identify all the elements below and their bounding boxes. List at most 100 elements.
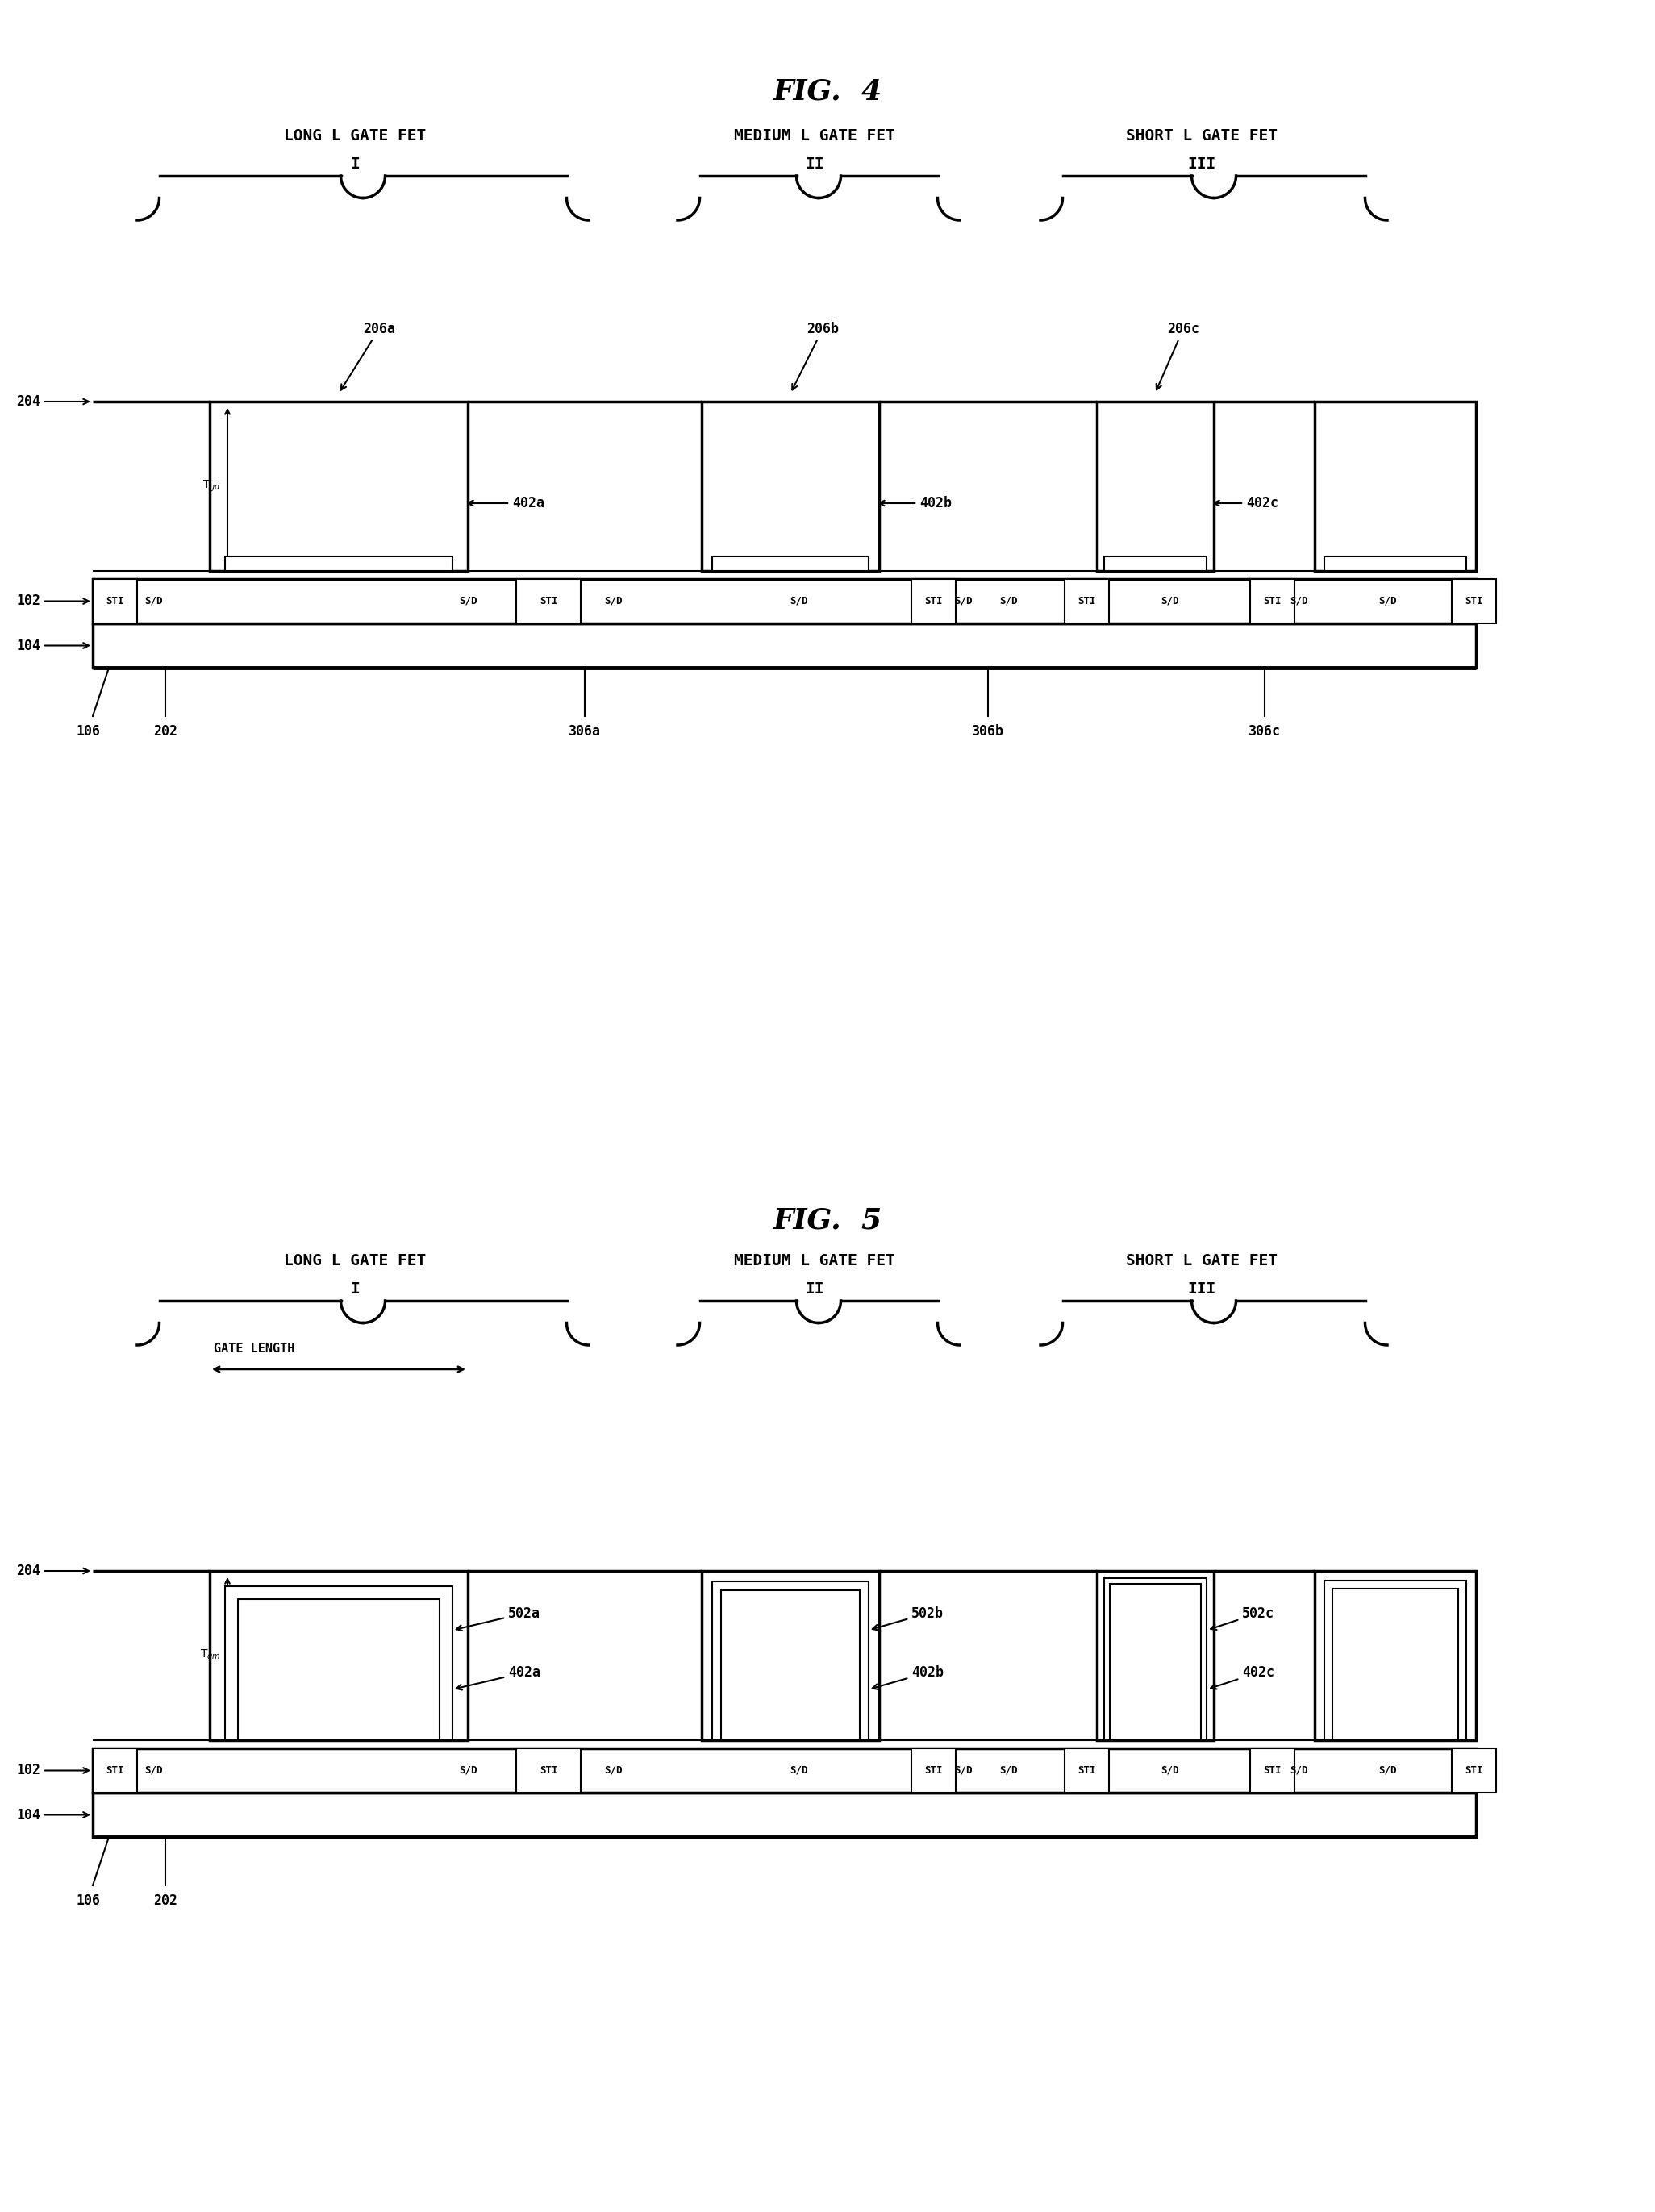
Text: III: III bbox=[1188, 157, 1216, 173]
Text: SHORT L GATE FET: SHORT L GATE FET bbox=[1125, 1254, 1278, 1267]
Text: 402c: 402c bbox=[1213, 495, 1278, 511]
Text: S/D: S/D bbox=[604, 1765, 622, 1776]
Text: STI: STI bbox=[925, 1765, 943, 1776]
Text: T$_{gd}$: T$_{gd}$ bbox=[202, 478, 222, 493]
Text: FIG.  4: FIG. 4 bbox=[773, 77, 882, 104]
Text: II: II bbox=[804, 157, 824, 173]
Bar bbox=[1104, 1577, 1206, 1741]
Text: III: III bbox=[1188, 1281, 1216, 1296]
Text: S/D: S/D bbox=[458, 595, 477, 606]
Text: S/D: S/D bbox=[144, 595, 162, 606]
Text: 402b: 402b bbox=[872, 1666, 943, 1690]
Bar bbox=[210, 1571, 468, 1741]
Text: 402a: 402a bbox=[457, 1666, 541, 1690]
Text: STI: STI bbox=[540, 1765, 558, 1776]
Text: 106: 106 bbox=[76, 723, 101, 739]
Text: S/D: S/D bbox=[144, 1765, 162, 1776]
Text: 204: 204 bbox=[17, 1564, 89, 1577]
Text: 202: 202 bbox=[154, 1893, 177, 1909]
Bar bbox=[722, 1590, 859, 1741]
Text: 502a: 502a bbox=[457, 1606, 541, 1630]
Text: STI: STI bbox=[540, 595, 558, 606]
Text: S/D: S/D bbox=[789, 595, 808, 606]
Text: 206c: 206c bbox=[1157, 321, 1200, 389]
Text: II: II bbox=[804, 1281, 824, 1296]
Bar bbox=[93, 1747, 1476, 1792]
Bar bbox=[702, 1571, 879, 1741]
Bar bbox=[712, 1582, 869, 1741]
Bar bbox=[93, 580, 1476, 624]
Bar bbox=[702, 403, 879, 571]
Bar bbox=[93, 580, 137, 624]
Bar bbox=[1324, 1582, 1466, 1741]
Bar bbox=[712, 557, 869, 571]
Text: MEDIUM L GATE FET: MEDIUM L GATE FET bbox=[735, 128, 895, 144]
Bar bbox=[238, 1599, 439, 1741]
Text: STI: STI bbox=[1263, 1765, 1281, 1776]
Text: S/D: S/D bbox=[1000, 595, 1018, 606]
Bar bbox=[912, 1747, 955, 1792]
Text: S/D: S/D bbox=[1379, 595, 1397, 606]
Text: STI: STI bbox=[1465, 595, 1483, 606]
Text: STI: STI bbox=[1077, 595, 1096, 606]
Text: S/D: S/D bbox=[955, 595, 973, 606]
Text: S/D: S/D bbox=[789, 1765, 808, 1776]
Bar bbox=[1314, 403, 1476, 571]
Text: S/D: S/D bbox=[458, 1765, 477, 1776]
Text: 502b: 502b bbox=[872, 1606, 943, 1630]
Text: 106: 106 bbox=[76, 1893, 101, 1909]
Text: 104: 104 bbox=[17, 1807, 89, 1823]
Text: 206a: 206a bbox=[341, 321, 396, 389]
Text: FIG.  5: FIG. 5 bbox=[773, 1206, 882, 1234]
Bar bbox=[1451, 1747, 1496, 1792]
Bar bbox=[93, 1747, 137, 1792]
Text: STI: STI bbox=[106, 1765, 124, 1776]
Text: 402b: 402b bbox=[879, 495, 952, 511]
Text: STI: STI bbox=[1263, 595, 1281, 606]
Bar bbox=[1250, 580, 1294, 624]
Bar bbox=[1332, 1588, 1458, 1741]
Bar bbox=[93, 624, 1476, 668]
Text: S/D: S/D bbox=[1379, 1765, 1397, 1776]
Text: STI: STI bbox=[1465, 1765, 1483, 1776]
Text: S/D: S/D bbox=[1289, 1765, 1307, 1776]
Text: S/D: S/D bbox=[1289, 595, 1307, 606]
Text: I: I bbox=[351, 157, 359, 173]
Text: 206b: 206b bbox=[793, 321, 839, 389]
Bar bbox=[1324, 557, 1466, 571]
Text: 306a: 306a bbox=[569, 723, 601, 739]
Bar bbox=[225, 557, 452, 571]
Text: S/D: S/D bbox=[1160, 1765, 1178, 1776]
Text: S/D: S/D bbox=[604, 595, 622, 606]
Text: GATE LENGTH: GATE LENGTH bbox=[213, 1343, 295, 1354]
Text: 402c: 402c bbox=[1211, 1666, 1274, 1690]
Text: 306b: 306b bbox=[971, 723, 1005, 739]
Text: LONG L GATE FET: LONG L GATE FET bbox=[283, 128, 425, 144]
Text: I: I bbox=[351, 1281, 359, 1296]
Text: 502c: 502c bbox=[1211, 1606, 1274, 1630]
Text: MEDIUM L GATE FET: MEDIUM L GATE FET bbox=[735, 1254, 895, 1267]
Text: S/D: S/D bbox=[1160, 595, 1178, 606]
Bar bbox=[1104, 557, 1206, 571]
Bar bbox=[225, 1586, 452, 1741]
Bar bbox=[1097, 1571, 1213, 1741]
Bar bbox=[516, 1747, 581, 1792]
Text: 204: 204 bbox=[17, 394, 89, 409]
Text: 202: 202 bbox=[154, 723, 177, 739]
Bar bbox=[1097, 403, 1213, 571]
Text: 102: 102 bbox=[17, 1763, 89, 1778]
Text: STI: STI bbox=[925, 595, 943, 606]
Bar bbox=[1064, 1747, 1109, 1792]
Bar bbox=[1111, 1584, 1202, 1741]
Text: 402a: 402a bbox=[468, 495, 544, 511]
Bar bbox=[1064, 580, 1109, 624]
Text: STI: STI bbox=[1077, 1765, 1096, 1776]
Text: LONG L GATE FET: LONG L GATE FET bbox=[283, 1254, 425, 1267]
Text: 102: 102 bbox=[17, 595, 89, 608]
Bar bbox=[1314, 1571, 1476, 1741]
Text: T$_{gm}$: T$_{gm}$ bbox=[200, 1648, 222, 1663]
Bar bbox=[1250, 1747, 1294, 1792]
Text: 306c: 306c bbox=[1248, 723, 1281, 739]
Text: S/D: S/D bbox=[955, 1765, 973, 1776]
Bar bbox=[1451, 580, 1496, 624]
